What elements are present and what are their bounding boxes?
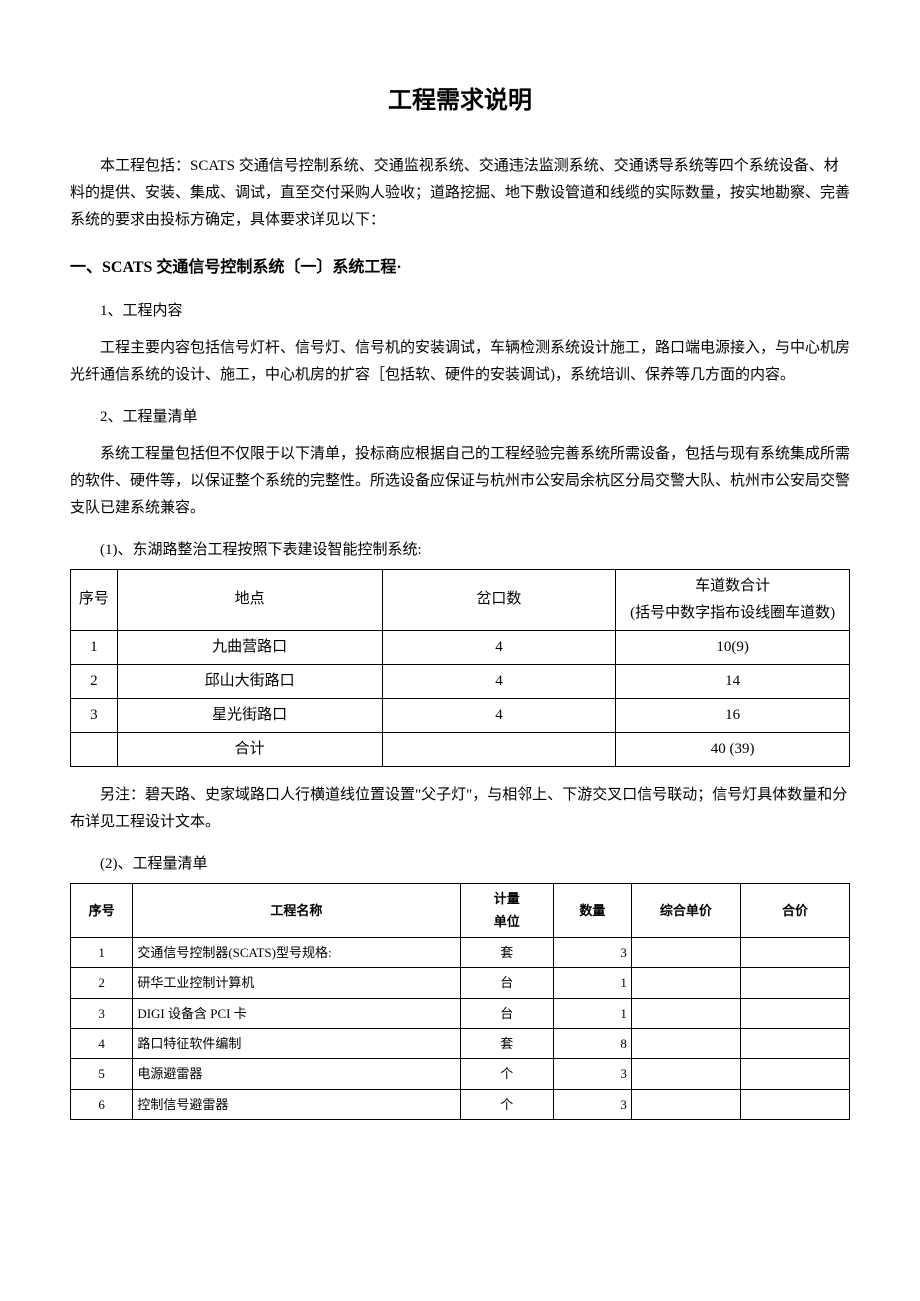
table2-caption: (2)、工程量清单 — [70, 851, 850, 878]
table1-header-loc: 地点 — [117, 569, 382, 630]
table2-cell-name: DIGI 设备含 PCI 卡 — [133, 998, 460, 1028]
table-2: 序号 工程名称 计量 单位 数量 综合单价 合价 1 交通信号控制器(SCATS… — [70, 883, 850, 1120]
document-title: 工程需求说明 — [70, 80, 850, 123]
table2-cell-name: 控制信号避雷器 — [133, 1089, 460, 1119]
table2-cell-name: 电源避雷器 — [133, 1059, 460, 1089]
table2-cell-qty: 3 — [553, 1059, 631, 1089]
table-1-row: 合计 40 (39) — [71, 732, 850, 766]
table-2-row: 3 DIGI 设备含 PCI 卡 台 1 — [71, 998, 850, 1028]
table-2-row: 4 路口特征软件编制 套 8 — [71, 1028, 850, 1058]
table1-cell-count — [382, 732, 616, 766]
table1-caption: (1)、东湖路整治工程按照下表建设智能控制系统: — [70, 537, 850, 564]
table1-header-seq: 序号 — [71, 569, 118, 630]
table1-cell-lanes: 10(9) — [616, 630, 850, 664]
table2-header-name: 工程名称 — [133, 883, 460, 937]
table-1-row: 2 邱山大街路口 4 14 — [71, 664, 850, 698]
table2-cell-qty: 1 — [553, 968, 631, 998]
table2-cell-unit: 台 — [460, 998, 553, 1028]
table2-cell-total — [740, 998, 849, 1028]
table2-cell-unit: 套 — [460, 1028, 553, 1058]
intro-paragraph: 本工程包括：SCATS 交通信号控制系统、交通监视系统、交通违法监测系统、交通诱… — [70, 153, 850, 234]
table2-cell-qty: 3 — [553, 937, 631, 967]
table2-cell-seq: 1 — [71, 937, 133, 967]
table2-cell-price — [631, 968, 740, 998]
table2-cell-qty: 3 — [553, 1089, 631, 1119]
table2-cell-unit: 台 — [460, 968, 553, 998]
table1-cell-lanes: 16 — [616, 698, 850, 732]
table2-cell-unit: 个 — [460, 1089, 553, 1119]
table-1-row: 3 星光街路口 4 16 — [71, 698, 850, 732]
table2-cell-seq: 6 — [71, 1089, 133, 1119]
table1-cell-loc: 合计 — [117, 732, 382, 766]
table-1-header-row: 序号 地点 岔口数 车道数合计 (括号中数字指布设线圈车道数) — [71, 569, 850, 630]
table1-cell-loc: 星光街路口 — [117, 698, 382, 732]
table2-cell-price — [631, 998, 740, 1028]
table2-cell-price — [631, 937, 740, 967]
table2-cell-seq: 5 — [71, 1059, 133, 1089]
sub-2-text: 系统工程量包括但不仅限于以下清单，投标商应根据自己的工程经验完善系统所需设备，包… — [70, 441, 850, 522]
table2-cell-seq: 4 — [71, 1028, 133, 1058]
table1-cell-count: 4 — [382, 664, 616, 698]
table2-cell-unit: 个 — [460, 1059, 553, 1089]
table2-header-seq: 序号 — [71, 883, 133, 937]
table2-header-price: 综合单价 — [631, 883, 740, 937]
table2-cell-qty: 1 — [553, 998, 631, 1028]
table2-cell-total — [740, 1059, 849, 1089]
table1-header-count: 岔口数 — [382, 569, 616, 630]
table2-cell-name: 交通信号控制器(SCATS)型号规格: — [133, 937, 460, 967]
sub-1-text: 工程主要内容包括信号灯杆、信号灯、信号机的安装调试，车辆检测系统设计施工，路口端… — [70, 335, 850, 389]
sub-2-heading: 2、工程量清单 — [70, 404, 850, 431]
table1-cell-seq — [71, 732, 118, 766]
table1-cell-seq: 3 — [71, 698, 118, 732]
table2-header-qty: 数量 — [553, 883, 631, 937]
section-1-heading: 一、SCATS 交通信号控制系统〔一〕系统工程· — [70, 254, 850, 283]
table1-cell-count: 4 — [382, 630, 616, 664]
table-2-row: 5 电源避雷器 个 3 — [71, 1059, 850, 1089]
table1-cell-loc: 邱山大街路口 — [117, 664, 382, 698]
table2-cell-price — [631, 1028, 740, 1058]
table1-cell-lanes: 40 (39) — [616, 732, 850, 766]
table-2-row: 6 控制信号避雷器 个 3 — [71, 1089, 850, 1119]
table2-cell-name: 路口特征软件编制 — [133, 1028, 460, 1058]
table-1: 序号 地点 岔口数 车道数合计 (括号中数字指布设线圈车道数) 1 九曲营路口 … — [70, 569, 850, 767]
table1-cell-count: 4 — [382, 698, 616, 732]
table2-cell-total — [740, 1028, 849, 1058]
table2-header-unit: 计量 单位 — [460, 883, 553, 937]
sub-1-heading: 1、工程内容 — [70, 298, 850, 325]
table2-header-total: 合价 — [740, 883, 849, 937]
table2-cell-price — [631, 1059, 740, 1089]
table-1-row: 1 九曲营路口 4 10(9) — [71, 630, 850, 664]
table-2-row: 1 交通信号控制器(SCATS)型号规格: 套 3 — [71, 937, 850, 967]
table2-cell-total — [740, 968, 849, 998]
table2-cell-price — [631, 1089, 740, 1119]
table1-cell-lanes: 14 — [616, 664, 850, 698]
table2-cell-total — [740, 937, 849, 967]
table2-cell-name: 研华工业控制计算机 — [133, 968, 460, 998]
table1-cell-seq: 2 — [71, 664, 118, 698]
table1-cell-seq: 1 — [71, 630, 118, 664]
table1-cell-loc: 九曲营路口 — [117, 630, 382, 664]
table2-cell-seq: 3 — [71, 998, 133, 1028]
table-2-row: 2 研华工业控制计算机 台 1 — [71, 968, 850, 998]
table1-header-lanes: 车道数合计 (括号中数字指布设线圈车道数) — [616, 569, 850, 630]
table2-cell-qty: 8 — [553, 1028, 631, 1058]
table1-note: 另注：碧天路、史家域路口人行横道线位置设置"父子灯"，与相邻上、下游交叉口信号联… — [70, 782, 850, 836]
table2-cell-unit: 套 — [460, 937, 553, 967]
table2-cell-seq: 2 — [71, 968, 133, 998]
table-2-header-row: 序号 工程名称 计量 单位 数量 综合单价 合价 — [71, 883, 850, 937]
table2-cell-total — [740, 1089, 849, 1119]
